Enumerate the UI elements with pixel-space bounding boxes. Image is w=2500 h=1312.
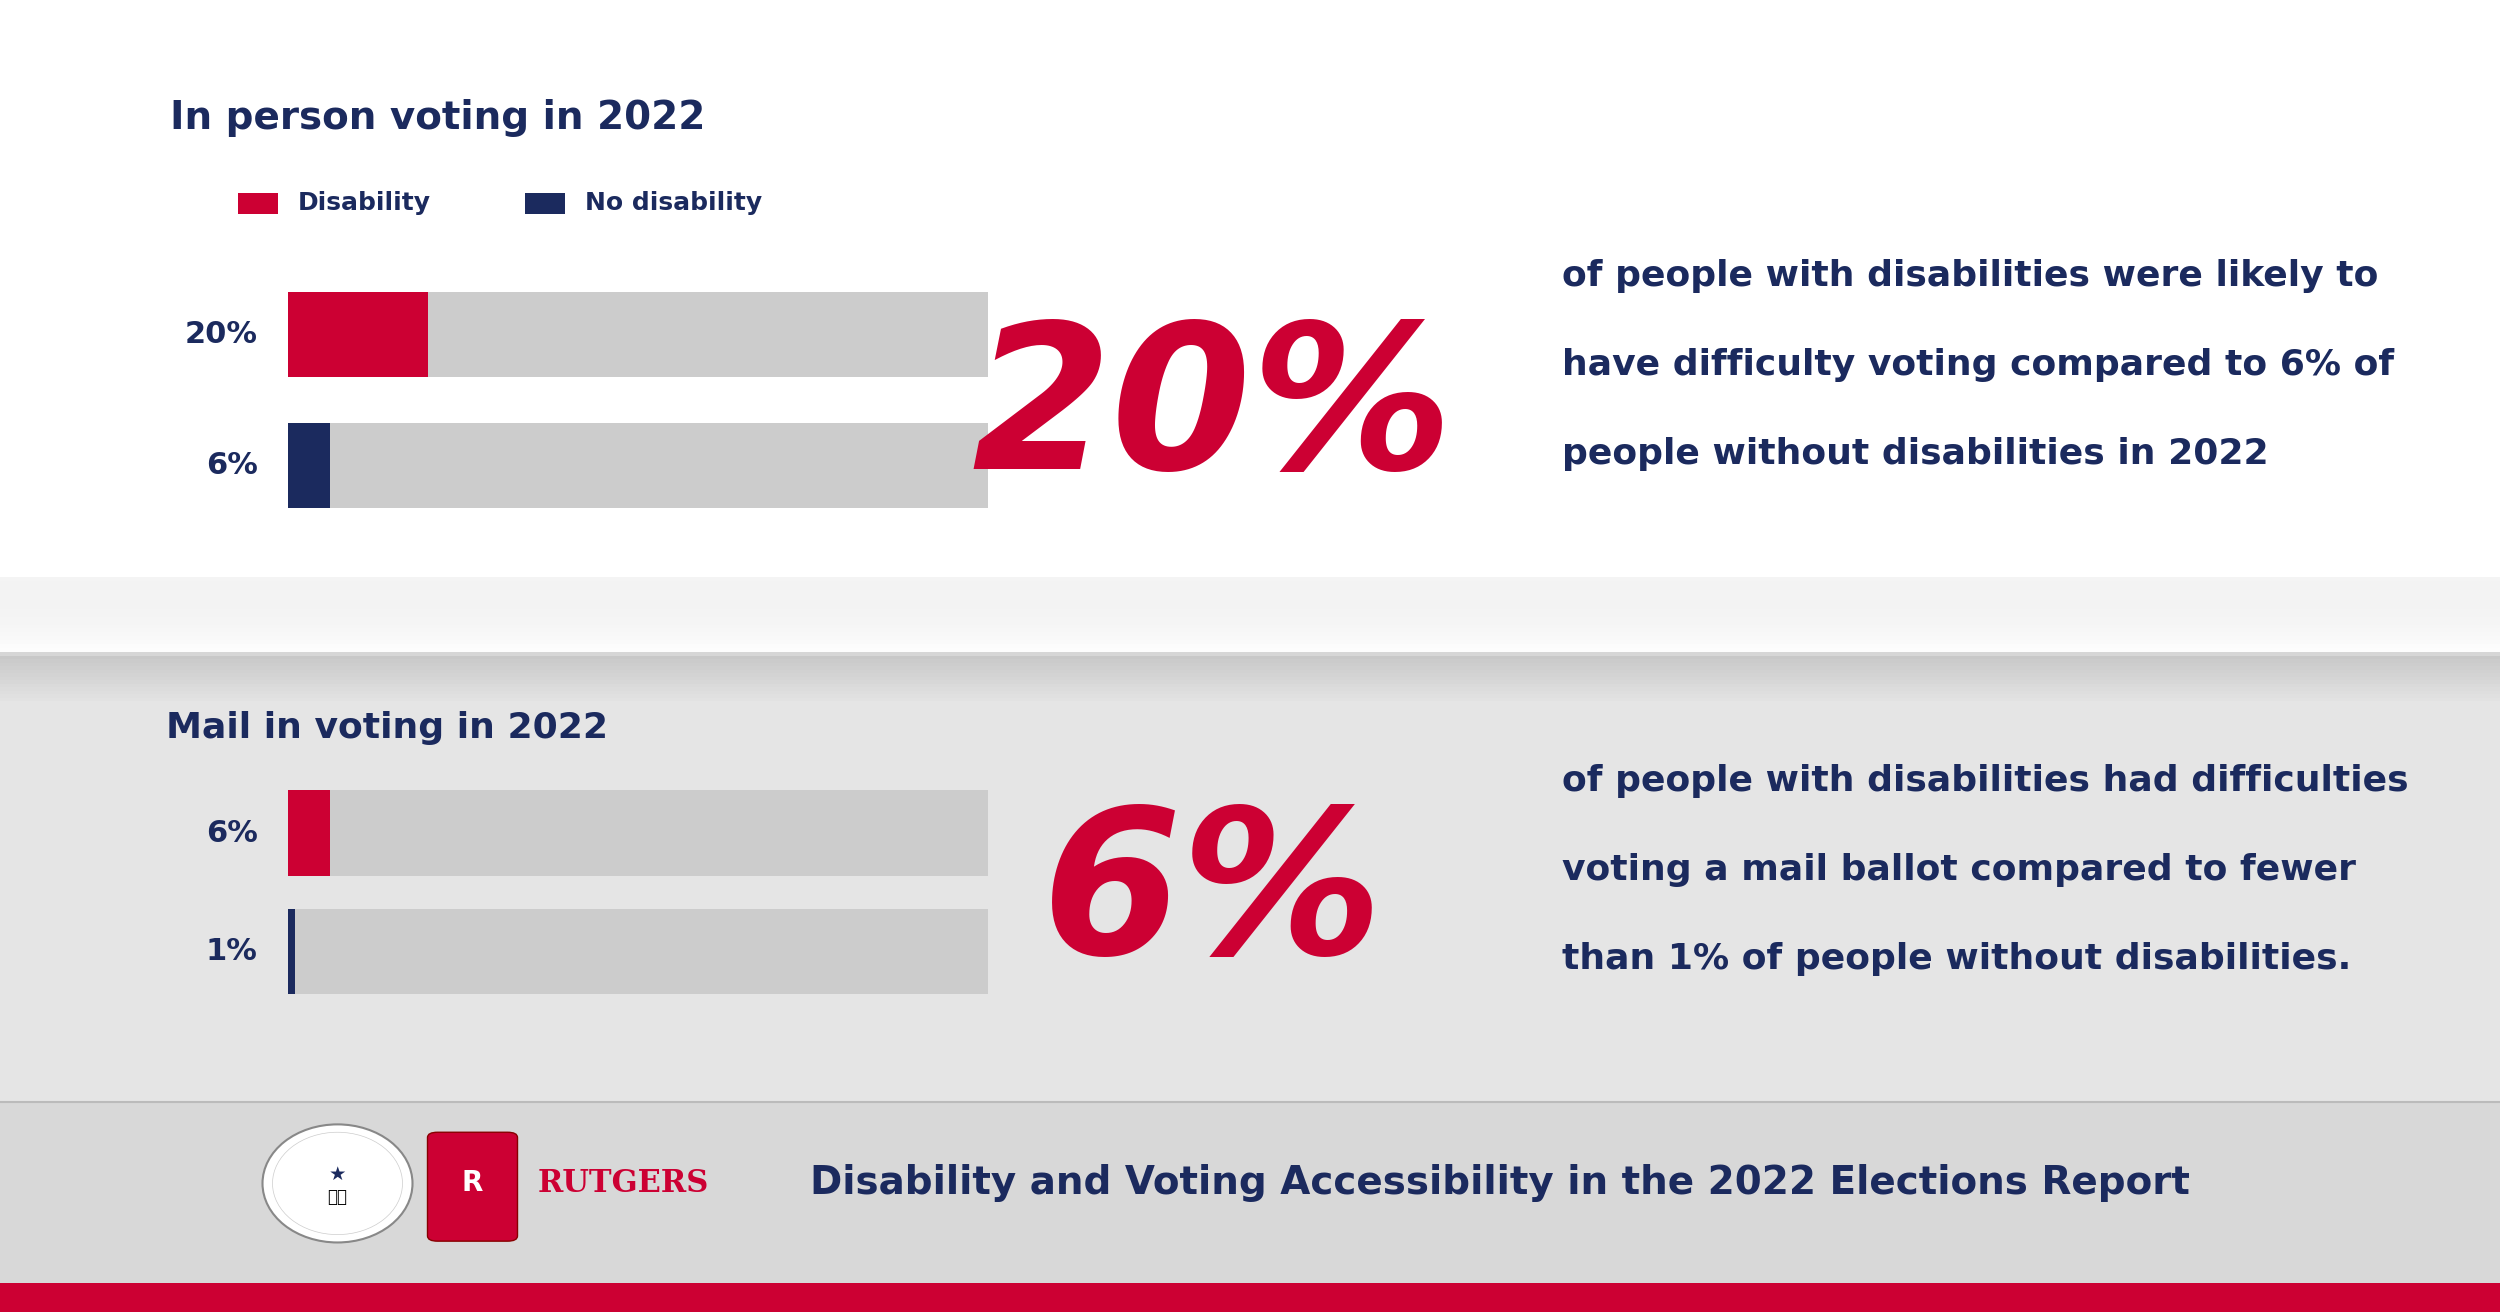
Ellipse shape xyxy=(272,1132,402,1235)
Text: 6%: 6% xyxy=(205,819,258,848)
FancyBboxPatch shape xyxy=(0,589,2500,593)
FancyBboxPatch shape xyxy=(0,577,2500,581)
FancyBboxPatch shape xyxy=(0,656,2500,1102)
FancyBboxPatch shape xyxy=(0,0,2500,656)
FancyBboxPatch shape xyxy=(0,581,2500,585)
FancyBboxPatch shape xyxy=(0,605,2500,609)
FancyBboxPatch shape xyxy=(0,680,2500,684)
Text: 6%: 6% xyxy=(205,451,258,480)
FancyBboxPatch shape xyxy=(0,673,2500,677)
FancyBboxPatch shape xyxy=(288,291,988,378)
FancyBboxPatch shape xyxy=(288,291,428,378)
Text: have difficulty voting compared to 6% of: have difficulty voting compared to 6% of xyxy=(1562,348,2395,382)
FancyBboxPatch shape xyxy=(0,613,2500,617)
FancyBboxPatch shape xyxy=(0,690,2500,694)
Text: Mail in voting in 2022: Mail in voting in 2022 xyxy=(168,711,608,745)
FancyBboxPatch shape xyxy=(0,666,2500,670)
FancyBboxPatch shape xyxy=(0,625,2500,628)
FancyBboxPatch shape xyxy=(0,621,2500,625)
FancyBboxPatch shape xyxy=(288,908,988,994)
FancyBboxPatch shape xyxy=(288,790,988,876)
FancyBboxPatch shape xyxy=(288,908,295,994)
FancyBboxPatch shape xyxy=(0,1102,2500,1312)
FancyBboxPatch shape xyxy=(0,609,2500,613)
FancyBboxPatch shape xyxy=(0,1283,2500,1312)
FancyBboxPatch shape xyxy=(0,585,2500,589)
FancyBboxPatch shape xyxy=(0,687,2500,691)
FancyBboxPatch shape xyxy=(0,669,2500,673)
Text: ★: ★ xyxy=(330,1165,345,1183)
FancyBboxPatch shape xyxy=(0,628,2500,632)
FancyBboxPatch shape xyxy=(0,632,2500,636)
FancyBboxPatch shape xyxy=(0,659,2500,663)
Text: RUTGERS: RUTGERS xyxy=(538,1168,710,1199)
Text: 🇺🇸: 🇺🇸 xyxy=(328,1187,348,1206)
Text: Disability and Voting Accessibility in the 2022 Elections Report: Disability and Voting Accessibility in t… xyxy=(810,1165,2190,1202)
Text: R: R xyxy=(462,1169,482,1198)
Text: than 1% of people without disabilities.: than 1% of people without disabilities. xyxy=(1562,942,2352,976)
FancyBboxPatch shape xyxy=(0,677,2500,681)
FancyBboxPatch shape xyxy=(0,684,2500,687)
FancyBboxPatch shape xyxy=(0,694,2500,698)
FancyBboxPatch shape xyxy=(0,652,2500,656)
FancyBboxPatch shape xyxy=(288,422,330,508)
Text: No disability: No disability xyxy=(585,192,762,215)
Text: voting a mail ballot compared to fewer: voting a mail ballot compared to fewer xyxy=(1562,853,2358,887)
FancyBboxPatch shape xyxy=(0,593,2500,597)
Text: of people with disabilities were likely to: of people with disabilities were likely … xyxy=(1562,258,2380,293)
FancyBboxPatch shape xyxy=(0,656,2500,660)
FancyBboxPatch shape xyxy=(0,617,2500,621)
FancyBboxPatch shape xyxy=(525,193,565,214)
FancyBboxPatch shape xyxy=(288,422,988,508)
Text: In person voting in 2022: In person voting in 2022 xyxy=(170,100,705,136)
Text: 1%: 1% xyxy=(205,937,258,966)
FancyBboxPatch shape xyxy=(238,193,278,214)
Text: 6%: 6% xyxy=(1042,802,1383,996)
Ellipse shape xyxy=(262,1124,412,1242)
FancyBboxPatch shape xyxy=(428,1132,518,1241)
FancyBboxPatch shape xyxy=(0,601,2500,605)
Text: 20%: 20% xyxy=(185,320,258,349)
FancyBboxPatch shape xyxy=(0,597,2500,601)
FancyBboxPatch shape xyxy=(288,790,330,876)
FancyBboxPatch shape xyxy=(0,636,2500,640)
Text: 20%: 20% xyxy=(972,316,1452,510)
Text: Disability: Disability xyxy=(298,192,430,215)
FancyBboxPatch shape xyxy=(0,663,2500,666)
Text: of people with disabilities had difficulties: of people with disabilities had difficul… xyxy=(1562,764,2410,798)
Text: people without disabilities in 2022: people without disabilities in 2022 xyxy=(1562,437,2270,471)
